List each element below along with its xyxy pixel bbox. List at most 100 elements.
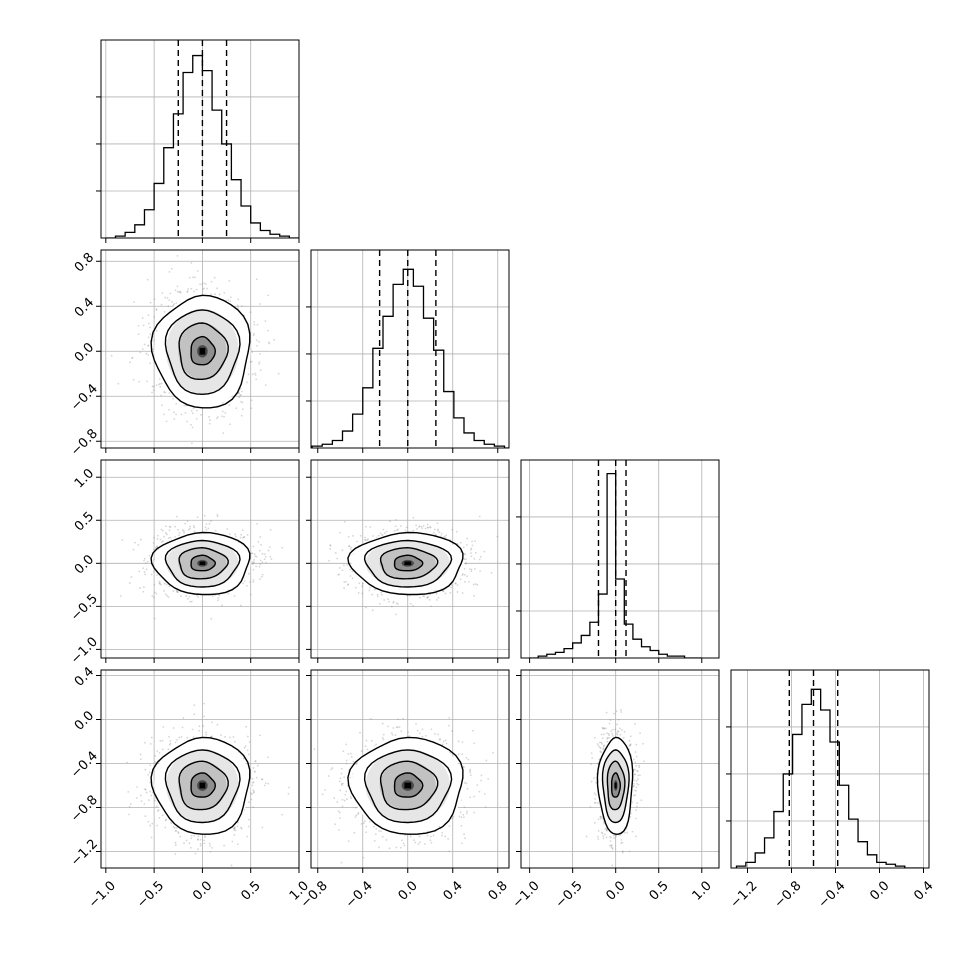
scatter-point <box>268 342 271 345</box>
scatter-point <box>259 303 261 305</box>
scatter-point <box>132 378 135 381</box>
scatter-point <box>145 352 148 355</box>
scatter-point <box>338 531 341 534</box>
histogram-panel-2 <box>516 459 720 663</box>
scatter-point <box>395 613 398 616</box>
scatter-point <box>472 583 475 586</box>
scatter-point <box>470 568 473 571</box>
scatter-point <box>418 525 421 527</box>
histogram-step-line <box>529 473 702 658</box>
scatter-point <box>190 287 193 290</box>
scatter-point <box>347 535 350 538</box>
scatter-point <box>237 391 240 394</box>
contour-line <box>379 546 439 580</box>
scatter-point <box>249 593 252 596</box>
scatter-point <box>224 736 226 738</box>
scatter-point <box>152 348 154 351</box>
scatter-point <box>190 423 192 426</box>
scatter-point <box>164 296 167 299</box>
scatter-point <box>188 595 191 598</box>
scatter-point <box>190 261 193 264</box>
scatter-point <box>470 552 472 554</box>
panel-border <box>100 249 300 449</box>
scatter-point <box>253 320 256 323</box>
scatter-point <box>245 725 248 728</box>
scatter-point <box>250 407 253 410</box>
scatter-point <box>243 580 246 583</box>
scatter-point <box>199 838 202 841</box>
scatter-point <box>229 296 232 299</box>
scatter-point <box>164 391 167 394</box>
scatter-point <box>153 298 156 301</box>
scatter-point <box>268 546 271 549</box>
scatter-point <box>159 383 161 385</box>
scatter-point <box>349 568 351 571</box>
scatter-point <box>153 591 156 594</box>
scatter-point <box>233 829 236 831</box>
contour-line <box>178 546 229 580</box>
scatter-point <box>252 579 255 581</box>
scatter-point <box>248 740 251 743</box>
contour-line <box>190 335 217 366</box>
scatter-point <box>225 299 228 302</box>
scatter-point <box>281 546 284 549</box>
scatter-point <box>456 591 459 593</box>
scatter-point <box>338 567 341 569</box>
scatter-point <box>138 570 141 573</box>
scatter-point <box>175 589 178 592</box>
scatter-point <box>139 351 142 354</box>
scatter-point <box>465 562 467 565</box>
scatter-point <box>163 582 166 585</box>
scatter-point <box>338 573 341 576</box>
scatter-point <box>409 602 412 605</box>
scatter-point <box>130 576 133 578</box>
scatter-point <box>228 404 231 407</box>
scatter-point <box>380 593 383 596</box>
scatter-point <box>259 563 262 566</box>
scatter-point <box>172 590 175 592</box>
scatter-point <box>173 418 176 420</box>
joint-panel-1-2 <box>306 459 510 663</box>
scatter-point <box>260 543 262 546</box>
scatter-point <box>214 293 216 296</box>
scatter-point <box>144 562 147 564</box>
scatter-point <box>273 338 275 341</box>
scatter-point <box>189 527 191 530</box>
scatter-point <box>362 582 364 585</box>
scatter-point <box>473 568 476 570</box>
scatter-point <box>153 548 155 551</box>
scatter-point <box>250 399 253 402</box>
scatter-point <box>160 382 163 385</box>
scatter-point <box>254 555 257 558</box>
scatter-point <box>178 290 181 293</box>
scatter-point <box>254 760 257 763</box>
scatter-point <box>328 559 331 562</box>
scatter-point <box>156 750 159 752</box>
scatter-point <box>436 522 439 525</box>
scatter-point <box>153 339 156 342</box>
scatter-point <box>166 297 169 299</box>
scatter-point <box>191 412 194 415</box>
scatter-point <box>468 580 470 583</box>
scatter-point <box>152 596 155 599</box>
scatter-point <box>175 413 177 416</box>
scatter-point <box>428 598 431 601</box>
scatter-point <box>190 409 193 412</box>
scatter-point <box>137 325 140 327</box>
scatter-point <box>157 534 159 537</box>
scatter-point <box>399 525 402 527</box>
scatter-point <box>216 515 219 518</box>
scatter-point <box>341 549 344 552</box>
scatter-point <box>188 276 191 279</box>
scatter-point <box>351 577 354 580</box>
scatter-point <box>139 538 142 541</box>
scatter-point <box>158 383 160 386</box>
scatter-point <box>158 582 161 585</box>
scatter-point <box>142 590 145 593</box>
scatter-point <box>474 540 476 542</box>
scatter-point <box>483 550 486 553</box>
scatter-point <box>149 362 151 365</box>
scatter-point <box>368 589 371 592</box>
scatter-point <box>159 538 162 541</box>
scatter-point <box>364 536 366 539</box>
